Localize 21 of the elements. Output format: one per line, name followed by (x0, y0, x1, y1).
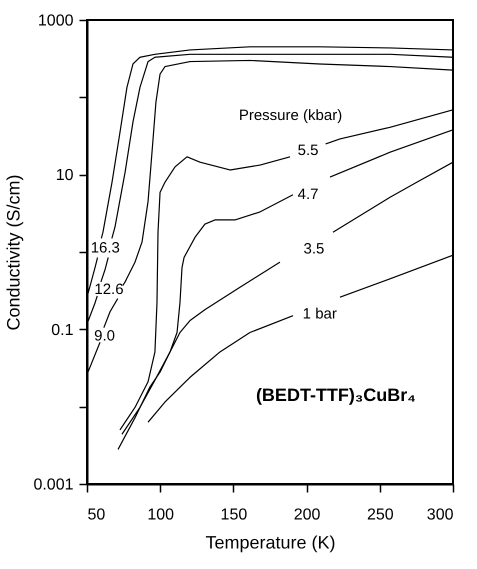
annotation: 16.3 (90, 239, 120, 256)
y-tick-label: 0.1 (51, 322, 74, 339)
y-tick-label: 1000 (38, 12, 74, 30)
annotation: 4.7 (298, 186, 318, 203)
annotation: 1 bar (302, 306, 337, 323)
annotation: 5.5 (298, 142, 318, 159)
y-axis-title: Conductivity (S/cm) (3, 174, 24, 331)
annotation: 9.0 (94, 328, 115, 345)
y-tick-label: 0.001 (33, 476, 74, 494)
annotation: 12.6 (94, 281, 124, 298)
annotation: Pressure (kbar) (238, 107, 342, 124)
x-tick-label: 150 (220, 506, 248, 524)
annotation: 3.5 (303, 240, 324, 258)
annotation: (BEDT-TTF)₃CuBr₄ (256, 384, 416, 405)
x-tick-label: 100 (147, 506, 174, 524)
x-tick-label: 50 (88, 506, 106, 524)
x-tick-label: 200 (294, 506, 321, 524)
x-axis-title: Temperature (K) (205, 532, 336, 552)
x-tick-label: 250 (366, 506, 394, 524)
y-tick-label: 10 (56, 167, 74, 184)
x-tick-label: 300 (426, 506, 454, 524)
